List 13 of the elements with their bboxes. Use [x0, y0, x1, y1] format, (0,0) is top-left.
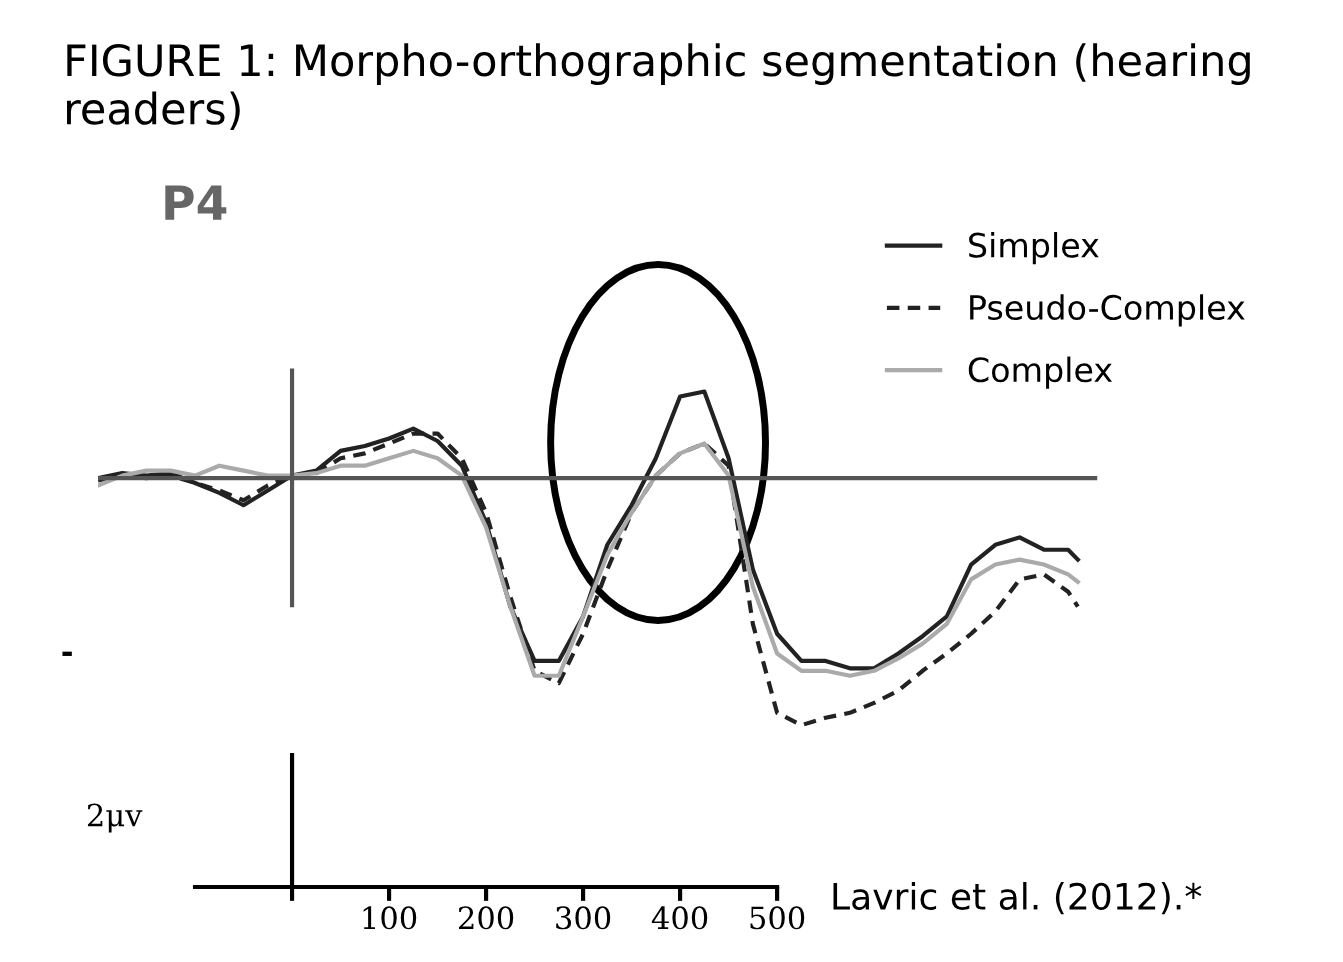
text: 2μv [87, 803, 143, 833]
x-tick-label: 400 [651, 906, 708, 930]
chart-title: FIGURE 1: Morpho-orthographic segmentation (hearing readers) [67, 43, 1250, 130]
text: - [62, 651, 72, 656]
text: P4 [165, 185, 227, 220]
legend-label: Pseudo-Complex [970, 294, 1245, 327]
x-tick-label: 500 [750, 906, 805, 930]
x-tick-label: 100 [363, 906, 417, 930]
legend-label: Complex [968, 356, 1113, 389]
text: Lavric et al. (2012).* [833, 882, 1202, 915]
x-tick-label: 300 [556, 906, 611, 930]
legend-label: Simplex [969, 232, 1099, 265]
x-tick-label: 200 [458, 906, 514, 930]
